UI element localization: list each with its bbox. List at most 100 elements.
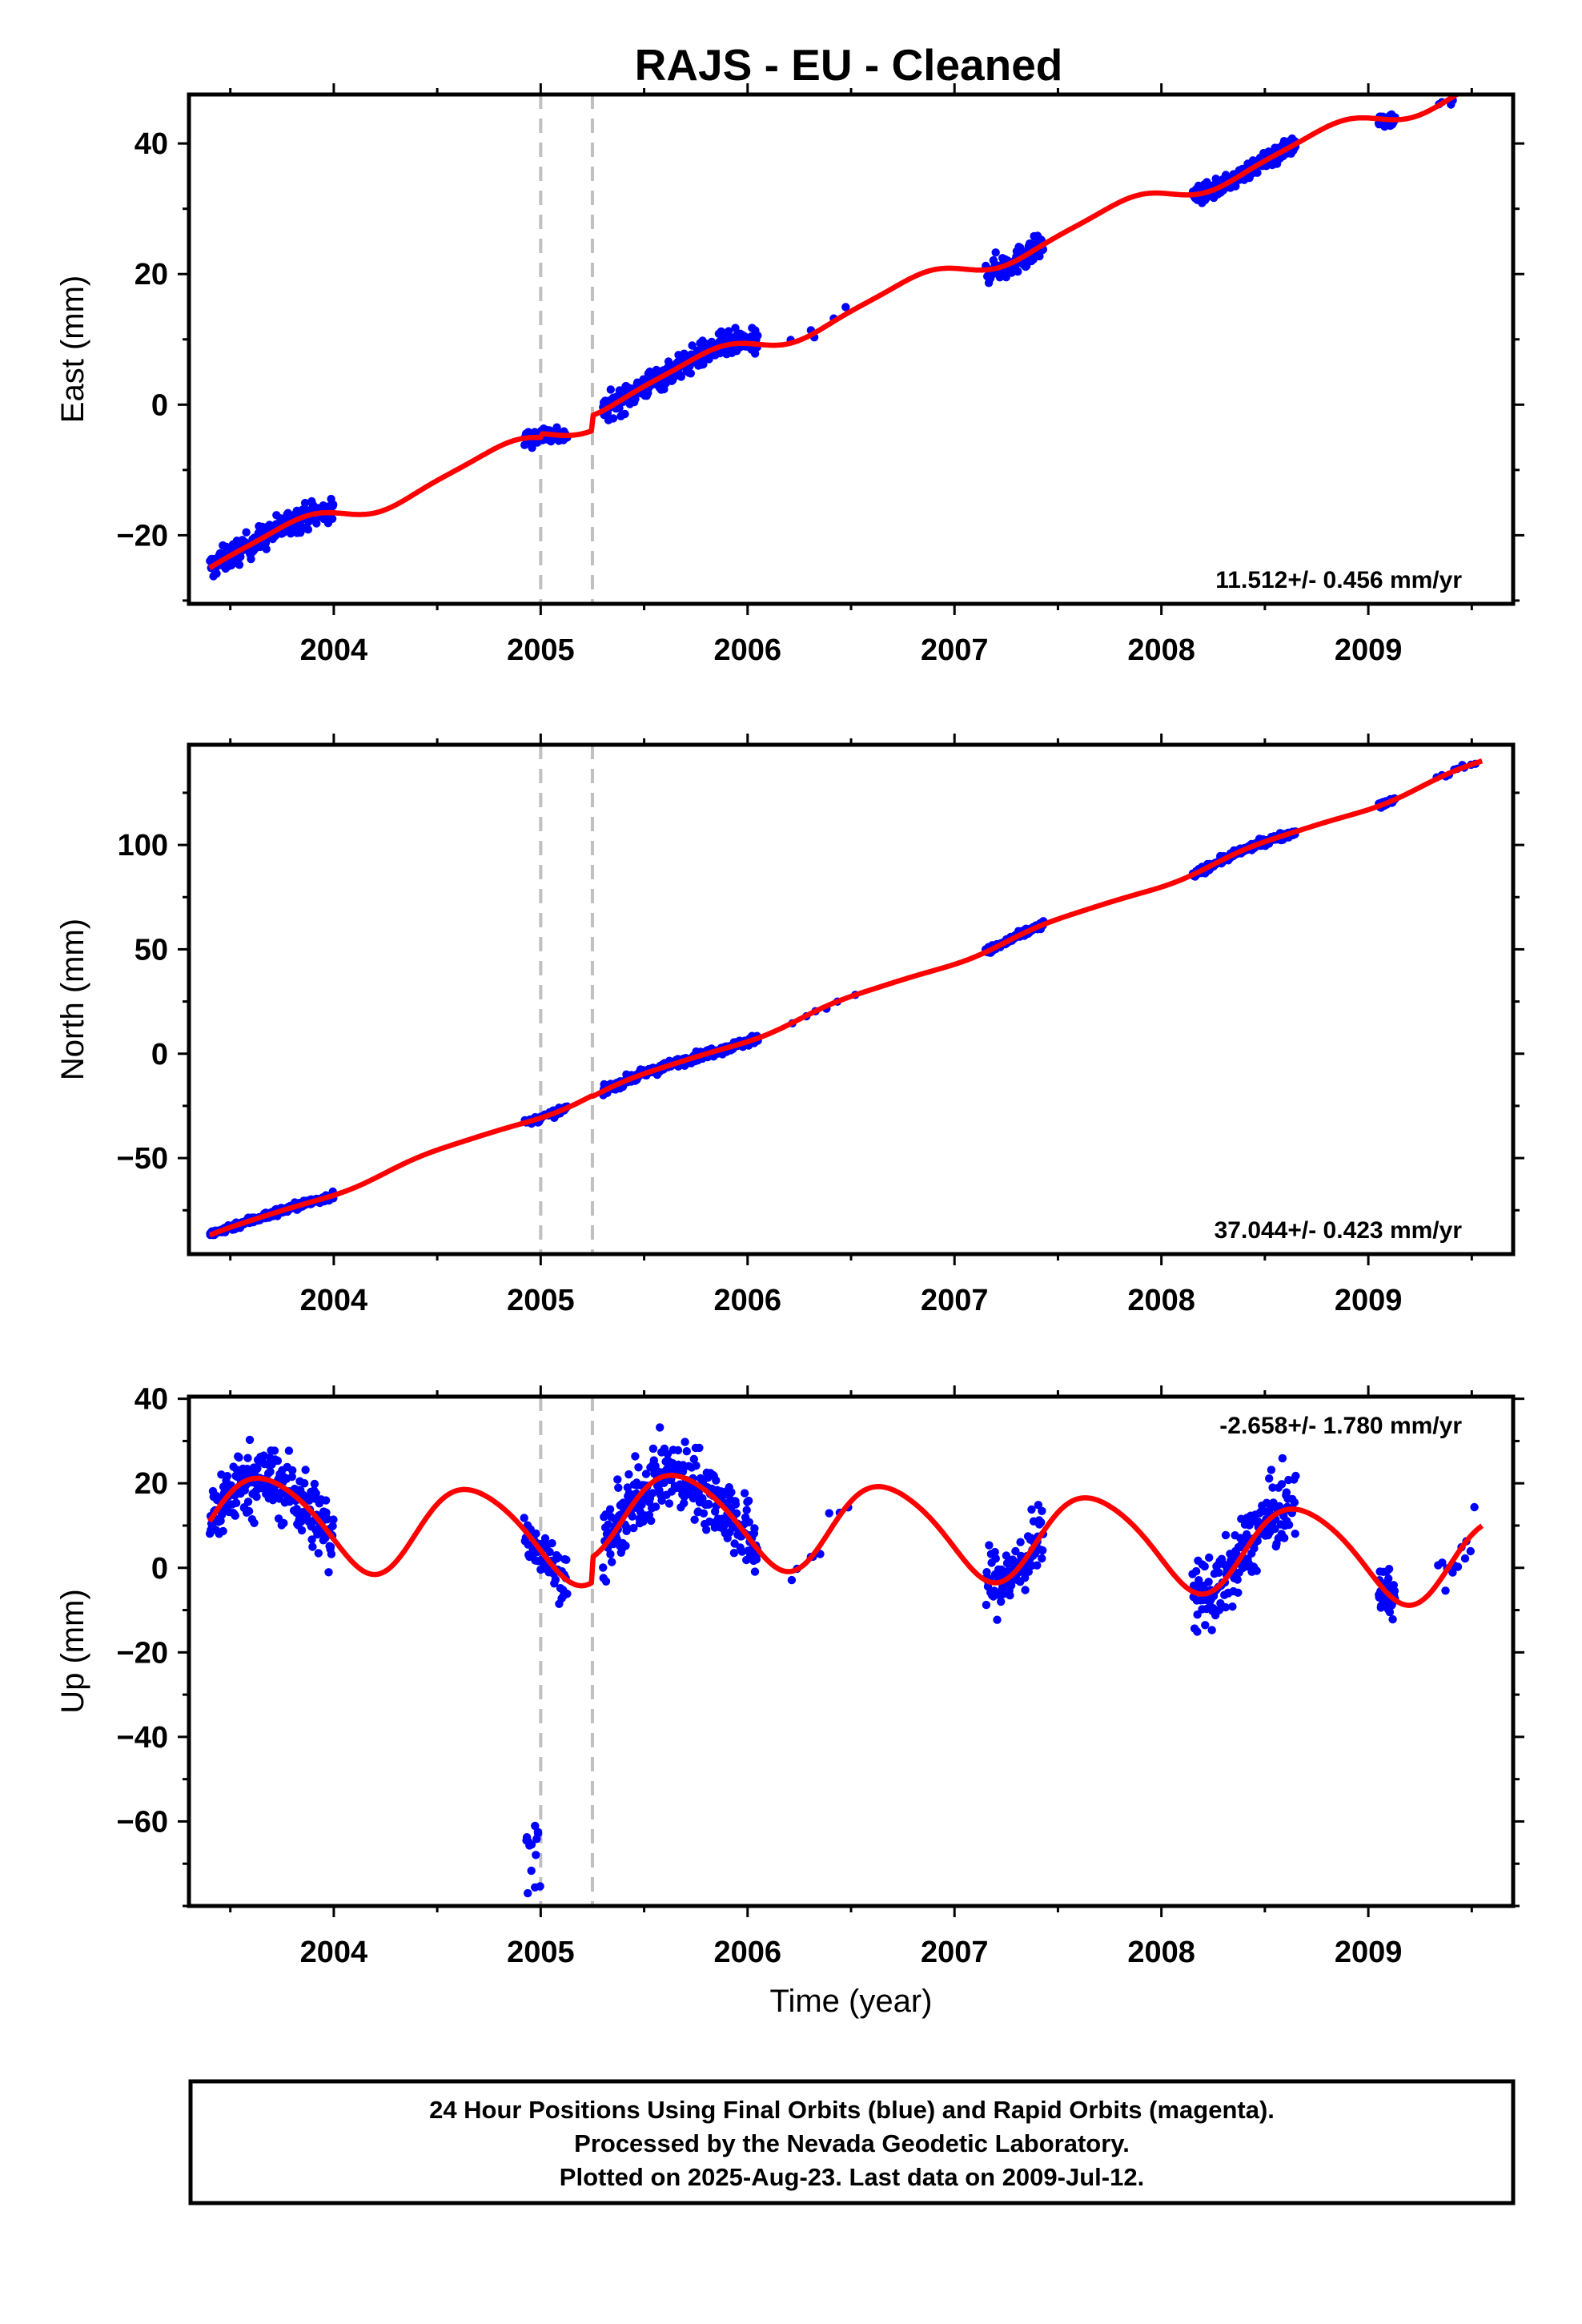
data-point [731,1500,741,1509]
data-point [622,1526,631,1536]
data-point [250,1518,259,1528]
y-tick-label: −40 [117,1721,168,1755]
x-tick-label: 2007 [921,1936,989,1969]
data-point [326,1542,335,1551]
x-tick-label: 2006 [714,1936,782,1969]
data-point [235,561,244,569]
rate-label: -2.658+/- 1.780 mm/yr [1219,1413,1462,1439]
data-point [1290,1498,1299,1507]
data-point [695,1443,704,1453]
data-point [1038,1554,1046,1563]
data-point [740,1489,749,1498]
north-panel: 2004 2005 2006 2007 2008 2009 −50 0 50 100 North (… [55,734,1524,1317]
footer-line-3: Plotted on 2025-Aug-23. Last data on 200… [560,2163,1144,2191]
data-point [231,1511,239,1520]
data-point [712,1476,721,1485]
data-point [982,1600,991,1610]
x-tick-label: 2004 [300,1284,368,1317]
x-tick-label: 2006 [714,1284,782,1317]
data-point [750,1567,760,1576]
data-point [750,1524,759,1533]
data-point [705,1500,713,1510]
data-point [681,1437,689,1446]
outlier-point [531,1883,540,1892]
data-point [1038,1546,1047,1555]
data-point [1211,175,1220,183]
data-point [1460,1554,1470,1563]
data-point [310,1479,319,1489]
data-point [1384,1565,1394,1574]
data-point [308,1542,317,1551]
data-point [689,1454,698,1464]
chart-title: RAJS - EU - Cleaned [635,40,1063,90]
data-point [620,409,629,419]
data-point [1233,1575,1242,1584]
data-point [699,1509,709,1518]
plot-frame [187,742,1516,1256]
data-point [742,1506,751,1514]
data-point [288,1466,297,1475]
data-point [1002,1551,1011,1560]
data-point [329,1515,338,1524]
east-panel: 2004 2005 2006 2007 2008 2009 −20 0 20 40 East (mm… [55,83,1524,667]
y-tick-label: 20 [135,1467,168,1501]
data-point [551,1575,560,1584]
data-point [991,248,1000,257]
data-point [1448,1568,1457,1577]
x-tick-label: 2008 [1127,1936,1195,1969]
data-point [1282,1488,1291,1497]
data-point [729,1549,739,1558]
data-point [673,1445,683,1455]
y-tick-label: 20 [135,258,168,292]
data-point [307,1535,316,1544]
x-tick-label: 2007 [921,633,989,667]
data-point [1016,243,1025,252]
outlier-point [527,1866,536,1876]
data-point [690,1515,699,1524]
outlier-point [533,1827,543,1836]
data-point [327,514,337,523]
data-point [680,1498,689,1508]
data-point [245,1435,255,1445]
data-point [1221,1602,1231,1612]
data-point [1438,1558,1447,1567]
data-point [1011,1546,1020,1556]
data-point [314,1549,323,1558]
data-point [253,1464,262,1474]
data-point [825,1509,833,1518]
data-point [300,498,310,508]
data-point [1253,168,1262,177]
data-point [1204,1578,1213,1586]
data-point [991,1554,1001,1563]
data-point [648,1444,658,1454]
data-point [1453,1562,1463,1571]
data-point [303,525,313,534]
data-point [283,509,292,517]
data-point [624,1470,633,1479]
data-point [841,303,850,312]
data-point [1470,1502,1479,1512]
y-tick-label: 40 [135,1383,168,1417]
data-point [629,1523,638,1533]
rate-label: 37.044+/- 0.423 mm/yr [1215,1217,1463,1244]
outlier-point [532,1851,540,1860]
data-point [1466,1546,1476,1556]
plot-frame [187,1394,1516,1908]
data-point [1231,182,1240,191]
data-point [1027,1505,1036,1514]
data-point [682,1447,691,1456]
data-point [745,1518,753,1527]
up-panel: 2004 2005 2006 2007 2008 2009 −60 −40 −20 0 20 40 Up… [55,1383,1524,2019]
data-point [1215,1568,1223,1578]
data-point [1215,1606,1224,1614]
x-tick-label: 2008 [1127,633,1195,667]
data-point [218,1510,227,1519]
data-point [1265,1474,1274,1483]
x-tick-label: 2006 [714,633,782,667]
data-point [604,1520,612,1529]
rate-label: 11.512+/- 0.456 mm/yr [1215,567,1462,593]
model-line [208,758,1484,1238]
x-tick-label: 2009 [1335,1936,1403,1969]
data-point [608,1558,616,1566]
data-point [634,1463,643,1472]
